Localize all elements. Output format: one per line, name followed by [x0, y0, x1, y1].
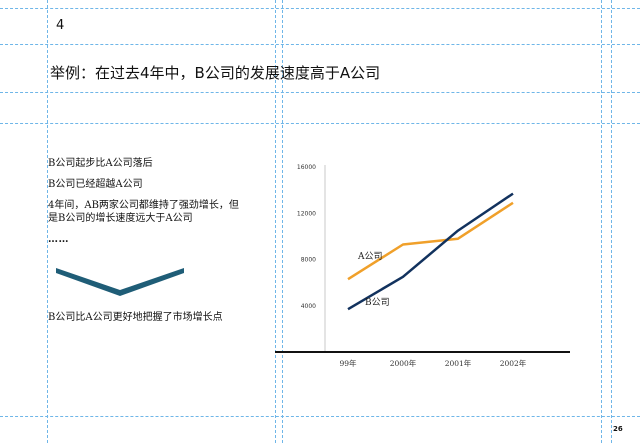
- guide-line: [275, 0, 276, 443]
- y-tick-label: 8000: [301, 257, 316, 264]
- guide-line: [0, 44, 640, 45]
- bullet-ellipsis: ……: [48, 234, 69, 245]
- guide-line: [0, 123, 640, 124]
- bullet-item: B公司已经超越A公司: [48, 179, 143, 190]
- bullet-item: 4年间，AB两家公司都维持了强劲增长，但是B公司的增长速度远大于A公司: [48, 200, 239, 224]
- guide-line: [0, 92, 640, 93]
- bullet-list: B公司起步比A公司落后 B公司已经超越A公司 4年间，AB两家公司都维持了强劲增…: [48, 157, 248, 254]
- y-tick-label: 16000: [297, 164, 316, 171]
- guide-line: [611, 0, 612, 443]
- y-tick-label: 12000: [297, 210, 316, 217]
- series-label-b: B公司: [365, 297, 390, 308]
- series-label-a: A公司: [357, 251, 383, 262]
- guide-line: [47, 0, 48, 443]
- slide-number: 4: [56, 18, 65, 33]
- bullet-item: B公司起步比A公司落后: [48, 158, 153, 169]
- chevron-down-arrow: [56, 268, 184, 296]
- x-tick-label: 2000年: [390, 358, 417, 368]
- y-tick-label: 4000: [301, 303, 316, 310]
- guide-line: [0, 8, 640, 9]
- series-line-a: [347, 201, 514, 281]
- slide-title: 举例：在过去4年中，B公司的发展速度高于A公司: [50, 64, 381, 82]
- guide-line: [601, 0, 602, 443]
- conclusion-text: B公司比A公司更好地把握了市场增长点: [48, 312, 223, 323]
- line-chart: 4000 8000 12000 16000 99年 2000年 2001年 2002年 A公司…: [275, 164, 570, 368]
- series-line-b: [347, 192, 514, 311]
- guide-line: [282, 0, 283, 443]
- x-tick-label: 99年: [339, 358, 357, 368]
- guide-line: [0, 416, 640, 417]
- page-number: 26: [613, 425, 623, 433]
- x-tick-label: 2001年: [445, 358, 472, 368]
- x-tick-label: 2002年: [500, 358, 527, 368]
